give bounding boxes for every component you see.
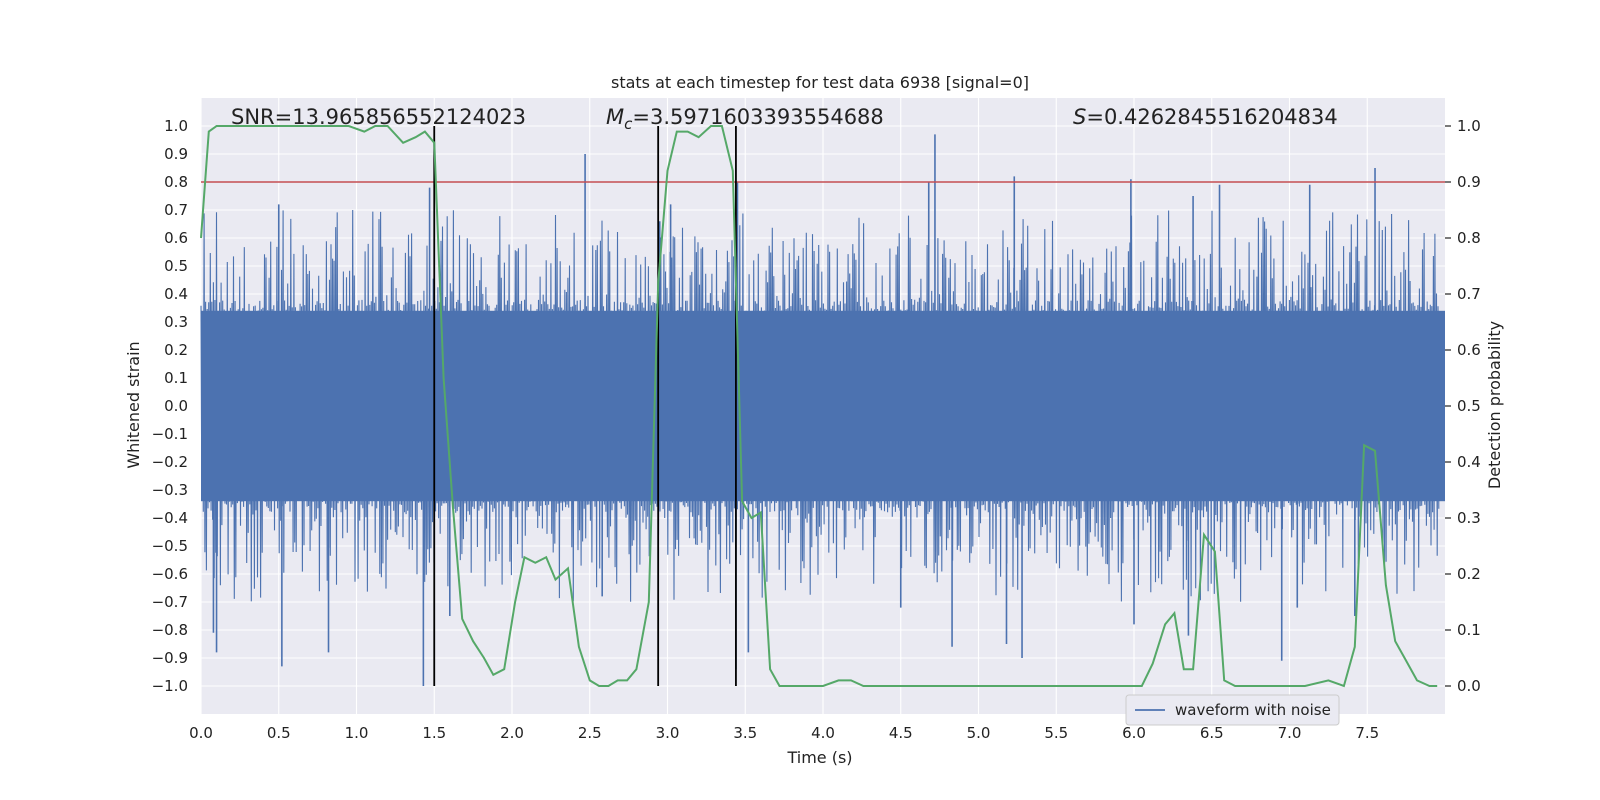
y-right-tick-label: 0.7	[1457, 285, 1481, 303]
x-tick-label: 6.5	[1200, 724, 1224, 742]
x-tick-label: 7.5	[1355, 724, 1379, 742]
y-left-tick-label: 0.2	[164, 341, 188, 359]
y-left-tick-label: −0.4	[152, 509, 188, 527]
y-left-tick-label: 0.7	[164, 201, 188, 219]
y-left-tick-label: 1.0	[164, 117, 188, 135]
y-right-tick-label: 0.8	[1457, 229, 1481, 247]
x-tick-label: 0.0	[189, 724, 213, 742]
x-tick-label: 5.0	[967, 724, 991, 742]
x-tick-label: 2.0	[500, 724, 524, 742]
legend-box	[1125, 694, 1340, 726]
x-tick-label: 3.0	[656, 724, 680, 742]
s-symbol: S	[1073, 105, 1086, 129]
y-right-tick-label: 0.0	[1457, 677, 1481, 695]
y-left-tick-label: −1.0	[152, 677, 188, 695]
x-axis-ticks: 0.0 0.5 1.0 1.5 2.0 2.5 3.0 3.5 4.0 4.5 5.0 5.5 6.0 6…	[189, 724, 1379, 742]
chirp-mass-value: =3.5971603393554688	[632, 105, 883, 129]
y-left-axis-label: Whitened strain	[124, 341, 143, 468]
x-axis-label: Time (s)	[786, 748, 852, 767]
chart-title: stats at each timestep for test data 693…	[611, 73, 1029, 92]
y-left-tick-label: −0.9	[152, 649, 188, 667]
x-tick-label: 2.5	[578, 724, 602, 742]
y-left-tick-label: 0.9	[164, 145, 188, 163]
legend-label: waveform with noise	[1175, 701, 1331, 719]
waveform-series	[200, 134, 1445, 686]
y-left-tick-label: −0.8	[152, 621, 188, 639]
y-left-tick-label: −0.6	[152, 565, 188, 583]
x-tick-label: 6.0	[1122, 724, 1146, 742]
y-right-tick-label: 1.0	[1457, 117, 1481, 135]
legend: waveform with noise	[1125, 694, 1340, 726]
y-left-tick-label: 0.6	[164, 229, 188, 247]
x-tick-label: 1.0	[345, 724, 369, 742]
y-left-tick-label: 0.0	[164, 397, 188, 415]
chirp-mass-subscript: c	[624, 115, 633, 133]
y-right-tick-label: 0.9	[1457, 173, 1481, 191]
y-right-tick-label: 0.6	[1457, 341, 1481, 359]
s-value: =0.4262845516204834	[1086, 105, 1337, 129]
chirp-mass-symbol: M	[606, 105, 624, 129]
y-right-axis-label: Detection probability	[1485, 321, 1504, 489]
snr-annotation: SNR=13.965856552124023	[231, 105, 526, 129]
y-left-tick-label: 0.4	[164, 285, 188, 303]
y-left-tick-label: 0.3	[164, 313, 188, 331]
probability-series	[200, 125, 1438, 688]
y-right-tick-label: 0.3	[1457, 509, 1481, 527]
x-tick-label: 5.5	[1044, 724, 1068, 742]
y-left-tick-label: 0.1	[164, 369, 188, 387]
y-left-tick-label: 0.8	[164, 173, 188, 191]
x-tick-label: 1.5	[422, 724, 446, 742]
y-left-tick-label: −0.3	[152, 481, 188, 499]
y-right-axis-ticks: 1.0 0.9 0.8 0.7 0.6 0.5 0.4 0.3 0.2 0.1 0.0	[1445, 117, 1481, 695]
x-tick-label: 4.0	[811, 724, 835, 742]
x-tick-label: 7.0	[1278, 724, 1302, 742]
x-tick-label: 0.5	[267, 724, 291, 742]
y-right-tick-label: 0.1	[1457, 621, 1481, 639]
probability-line	[200, 125, 1438, 688]
y-left-tick-label: −0.7	[152, 593, 188, 611]
y-left-tick-label: −0.2	[152, 453, 188, 471]
y-left-axis-ticks: 1.0 0.9 0.8 0.7 0.6 0.5 0.4 0.3 0.2 0.1 0.0 −0.1 −0.…	[152, 117, 188, 695]
y-left-tick-label: 0.5	[164, 257, 188, 275]
x-tick-label: 4.5	[889, 724, 913, 742]
waveform-core	[201, 310, 1445, 502]
y-right-tick-label: 0.2	[1457, 565, 1481, 583]
y-right-tick-label: 0.5	[1457, 397, 1481, 415]
y-right-tick-label: 0.4	[1457, 453, 1481, 471]
x-tick-label: 3.5	[733, 724, 757, 742]
y-left-tick-label: −0.1	[152, 425, 188, 443]
chirp-mass-annotation: Mc=3.5971603393554688	[606, 105, 884, 133]
vertical-markers	[433, 126, 737, 686]
s-annotation: S=0.4262845516204834	[1073, 105, 1338, 129]
y-left-tick-label: −0.5	[152, 537, 188, 555]
